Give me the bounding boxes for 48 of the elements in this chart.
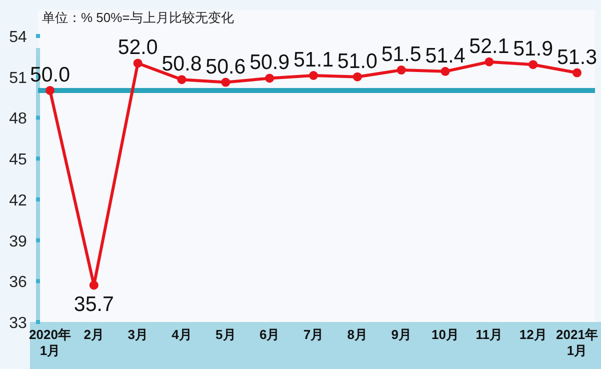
y-tick-label: 33 xyxy=(9,315,27,332)
point xyxy=(177,75,186,84)
data-label: 51.1 xyxy=(294,48,334,72)
y-tick-label: 48 xyxy=(9,110,27,128)
data-label: 50.8 xyxy=(162,52,203,76)
data-label: 51.9 xyxy=(513,38,554,61)
point xyxy=(396,66,406,75)
data-label: 51.4 xyxy=(425,44,466,68)
point xyxy=(440,66,450,76)
x-tick-label: 11月 xyxy=(476,327,503,342)
data-label: 51.0 xyxy=(337,50,378,73)
data-label: 50.6 xyxy=(206,55,247,78)
text: 单位：% 50%=与上月比较无变化 xyxy=(42,10,234,25)
y-tick-label: 51 xyxy=(9,70,27,87)
x-tick-label: 2020年 1月 xyxy=(29,327,71,358)
x-tick-label: 8月 xyxy=(347,327,368,342)
point xyxy=(221,78,230,87)
x-tick-label: 4月 xyxy=(172,327,192,342)
data-label: 51.5 xyxy=(381,43,422,66)
point xyxy=(46,86,54,95)
point xyxy=(309,70,318,80)
data-label: 52.0 xyxy=(118,36,159,60)
point xyxy=(528,60,538,70)
data-label: 35.7 xyxy=(74,293,115,316)
y-tick-label: 54 xyxy=(9,29,27,46)
x-tick-label: 3月 xyxy=(128,327,148,342)
point xyxy=(89,280,98,290)
point xyxy=(352,72,362,82)
x-tick-label: 7月 xyxy=(303,327,324,342)
y-tick-label: 45 xyxy=(9,152,27,169)
x-tick-label: 2021年 1月 xyxy=(556,327,598,358)
point xyxy=(484,57,494,66)
data-label: 50.9 xyxy=(250,51,290,74)
point xyxy=(572,68,582,78)
point xyxy=(133,58,142,68)
y-tick-label: 36 xyxy=(9,274,27,292)
x-tick-label: 2月 xyxy=(84,327,104,342)
y-tick-label: 42 xyxy=(9,192,27,210)
data-label: 50.0 xyxy=(30,63,71,86)
data-label: 51.3 xyxy=(557,46,598,69)
x-tick-label: 12月 xyxy=(519,327,547,342)
data-label: 52.1 xyxy=(469,34,510,58)
point xyxy=(265,74,274,83)
y-tick-label: 39 xyxy=(9,233,27,250)
x-tick-label: 5月 xyxy=(216,327,236,342)
x-tick-label: 10月 xyxy=(432,327,459,342)
x-tick-label: 6月 xyxy=(259,327,280,342)
x-tick-label: 9月 xyxy=(391,327,412,342)
